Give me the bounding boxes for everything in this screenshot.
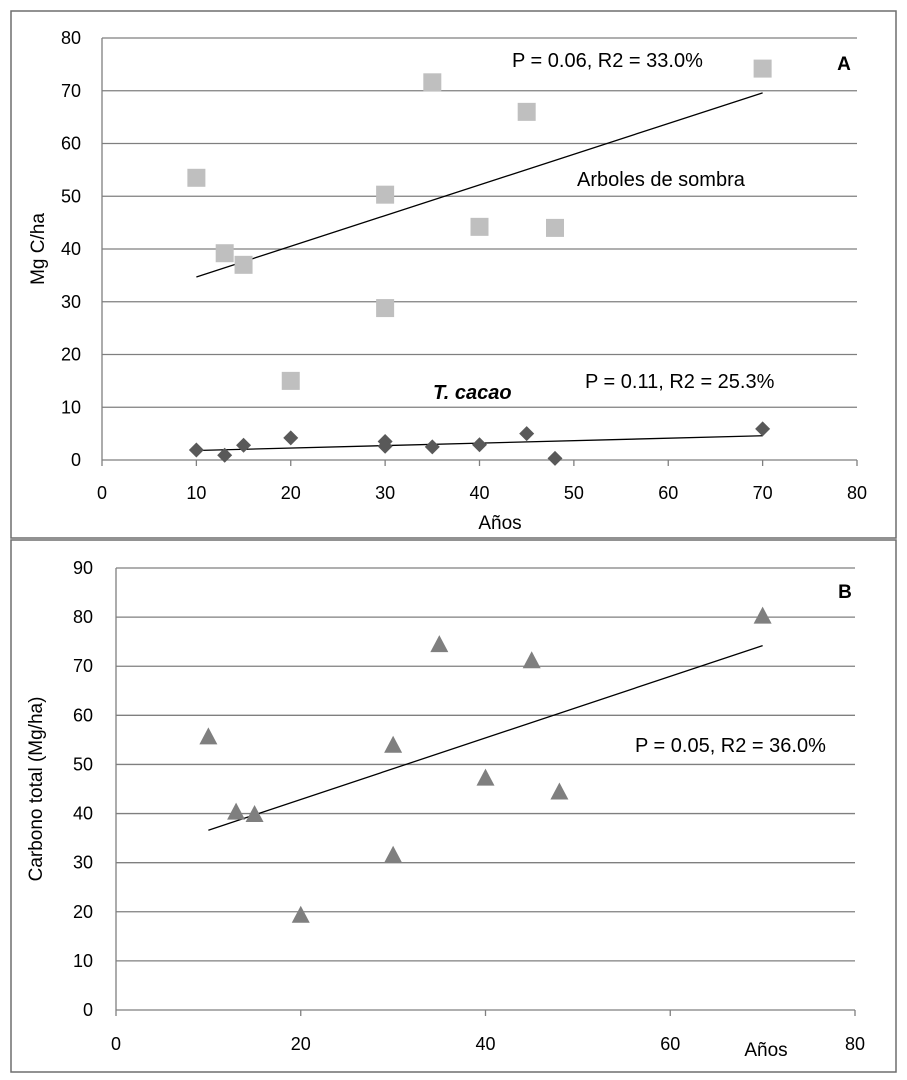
panel-b-ytick-30: 30 <box>73 853 93 873</box>
panel-a-series1-point-2 <box>215 244 234 263</box>
panel-b-letter: B <box>838 582 852 603</box>
panel-b-ytick-80: 80 <box>73 607 93 627</box>
panel-a-ytick-0: 0 <box>71 450 81 470</box>
panel-a-series2-point-9 <box>519 426 535 442</box>
panel-b-ytick-60: 60 <box>73 705 93 725</box>
panel-b-xtick-60: 60 <box>660 1034 680 1054</box>
panel-b-gridlines <box>115 567 856 1016</box>
panel-a: 0 10 20 30 40 50 60 70 80 0 10 20 30 40 50 60 70 80 Mg C/… <box>10 10 897 539</box>
panel-a-xtick-30: 30 <box>375 483 395 503</box>
panel-a-tick-labels: 0 10 20 30 40 50 60 70 80 0 10 20 30 40 50 60 70 80 <box>61 28 867 503</box>
panel-a-series2-point-6 <box>377 438 393 454</box>
panel-b-trendline-1 <box>208 644 763 831</box>
panel-a-series2-point-3 <box>236 437 252 453</box>
panel-a-series1-point-6 <box>376 299 395 318</box>
panel-a-series2-point-7 <box>424 439 440 455</box>
panel-b: 0 10 20 30 40 50 60 70 80 90 0 20 40 60 80 Carbono tot… <box>10 539 897 1073</box>
panel-a-gridlines <box>101 37 858 466</box>
panel-b-series1-point-2 <box>227 802 246 820</box>
panel-b-series1-stats: P = 0.05, R2 = 36.0% <box>635 735 826 757</box>
panel-b-series1-point-9 <box>522 651 541 669</box>
panel-a-series2-point-2 <box>217 447 233 463</box>
panel-a-xtick-50: 50 <box>564 483 584 503</box>
panel-a-xlabel: Años <box>478 513 521 534</box>
panel-a-xtick-40: 40 <box>469 483 489 503</box>
panel-b-trendlines <box>208 644 763 831</box>
panel-b-series1-point-10 <box>550 782 569 800</box>
panel-b-ytick-50: 50 <box>73 754 93 774</box>
panel-a-series1-point-7 <box>423 73 442 92</box>
panel-a-series1-label: Arboles de sombra <box>577 169 746 191</box>
panel-a-letter: A <box>837 54 851 75</box>
panel-a-xtick-70: 70 <box>753 483 773 503</box>
panel-a-series2-point-11 <box>755 421 771 437</box>
panel-b-series1-point-11 <box>753 606 772 624</box>
panel-b-ytick-70: 70 <box>73 656 93 676</box>
panel-b-xtick-20: 20 <box>291 1034 311 1054</box>
panel-b-xtick-0: 0 <box>111 1034 121 1054</box>
panel-a-ylabel: Mg C/ha <box>28 213 49 285</box>
panel-a-trendline-1 <box>196 92 763 278</box>
panel-a-series1-point-11 <box>753 59 772 78</box>
panel-b-series1-point-4 <box>291 905 310 923</box>
panel-a-series1-point-8 <box>470 217 489 236</box>
panel-a-points <box>187 59 772 466</box>
panel-a-series1-point-3 <box>234 255 253 274</box>
panel-a-ytick-50: 50 <box>61 186 81 206</box>
panel-a-series2-point-10 <box>547 450 563 466</box>
panel-a-xtick-60: 60 <box>658 483 678 503</box>
panel-a-series1-point-9 <box>517 102 536 121</box>
panel-a-series2-point-8 <box>472 437 487 453</box>
panel-b-points <box>199 606 772 923</box>
panel-b-xtick-80: 80 <box>845 1034 865 1054</box>
panel-a-ytick-60: 60 <box>61 134 81 154</box>
panel-a-ytick-20: 20 <box>61 345 81 365</box>
panel-b-xtick-40: 40 <box>475 1034 495 1054</box>
panel-a-series2-stats: P = 0.11, R2 = 25.3% <box>585 371 775 393</box>
panel-a-ytick-40: 40 <box>61 239 81 259</box>
panel-b-series1-point-6 <box>384 845 403 863</box>
panel-b-ytick-20: 20 <box>73 902 93 922</box>
panel-a-ytick-30: 30 <box>61 292 81 312</box>
panel-a-frame <box>10 10 897 539</box>
panel-a-series2-label: T. cacao <box>433 382 512 404</box>
panel-b-series1-point-5 <box>384 735 403 753</box>
panel-b-series1-point-7 <box>430 635 449 653</box>
panel-a-ytick-10: 10 <box>61 397 81 417</box>
panel-b-ytick-90: 90 <box>73 558 93 578</box>
panel-b-ytick-10: 10 <box>73 951 93 971</box>
panel-a-series1-point-10 <box>546 218 564 237</box>
panel-a-ytick-80: 80 <box>61 28 81 48</box>
panel-b-ytick-40: 40 <box>73 804 93 824</box>
panel-b-frame <box>10 539 897 1073</box>
panel-a-series2-point-4 <box>283 430 299 446</box>
panel-a-series1-stats: P = 0.06, R2 = 33.0% <box>512 50 703 72</box>
panel-a-xtick-10: 10 <box>186 483 206 503</box>
panel-b-series1-point-3 <box>245 805 264 823</box>
panel-b-tick-labels: 0 10 20 30 40 50 60 70 80 90 0 20 40 60 80 <box>73 558 865 1054</box>
panel-a-xtick-20: 20 <box>281 483 301 503</box>
panel-b-ytick-0: 0 <box>83 1000 93 1020</box>
panel-a-series1-point-5 <box>376 185 395 204</box>
panel-a-series2-point-1 <box>188 442 204 458</box>
panel-b-xlabel: Años <box>744 1040 787 1061</box>
panel-b-series1-point-8 <box>476 768 495 786</box>
panel-a-xtick-80: 80 <box>847 483 867 503</box>
panel-b-series1-point-1 <box>199 727 218 745</box>
panel-a-xtick-0: 0 <box>97 483 107 503</box>
panel-b-ylabel: Carbono total (Mg/ha) <box>26 697 47 882</box>
panel-a-ytick-70: 70 <box>61 81 81 101</box>
panel-a-series1-point-4 <box>281 371 300 390</box>
panel-a-series1-point-1 <box>187 168 206 187</box>
